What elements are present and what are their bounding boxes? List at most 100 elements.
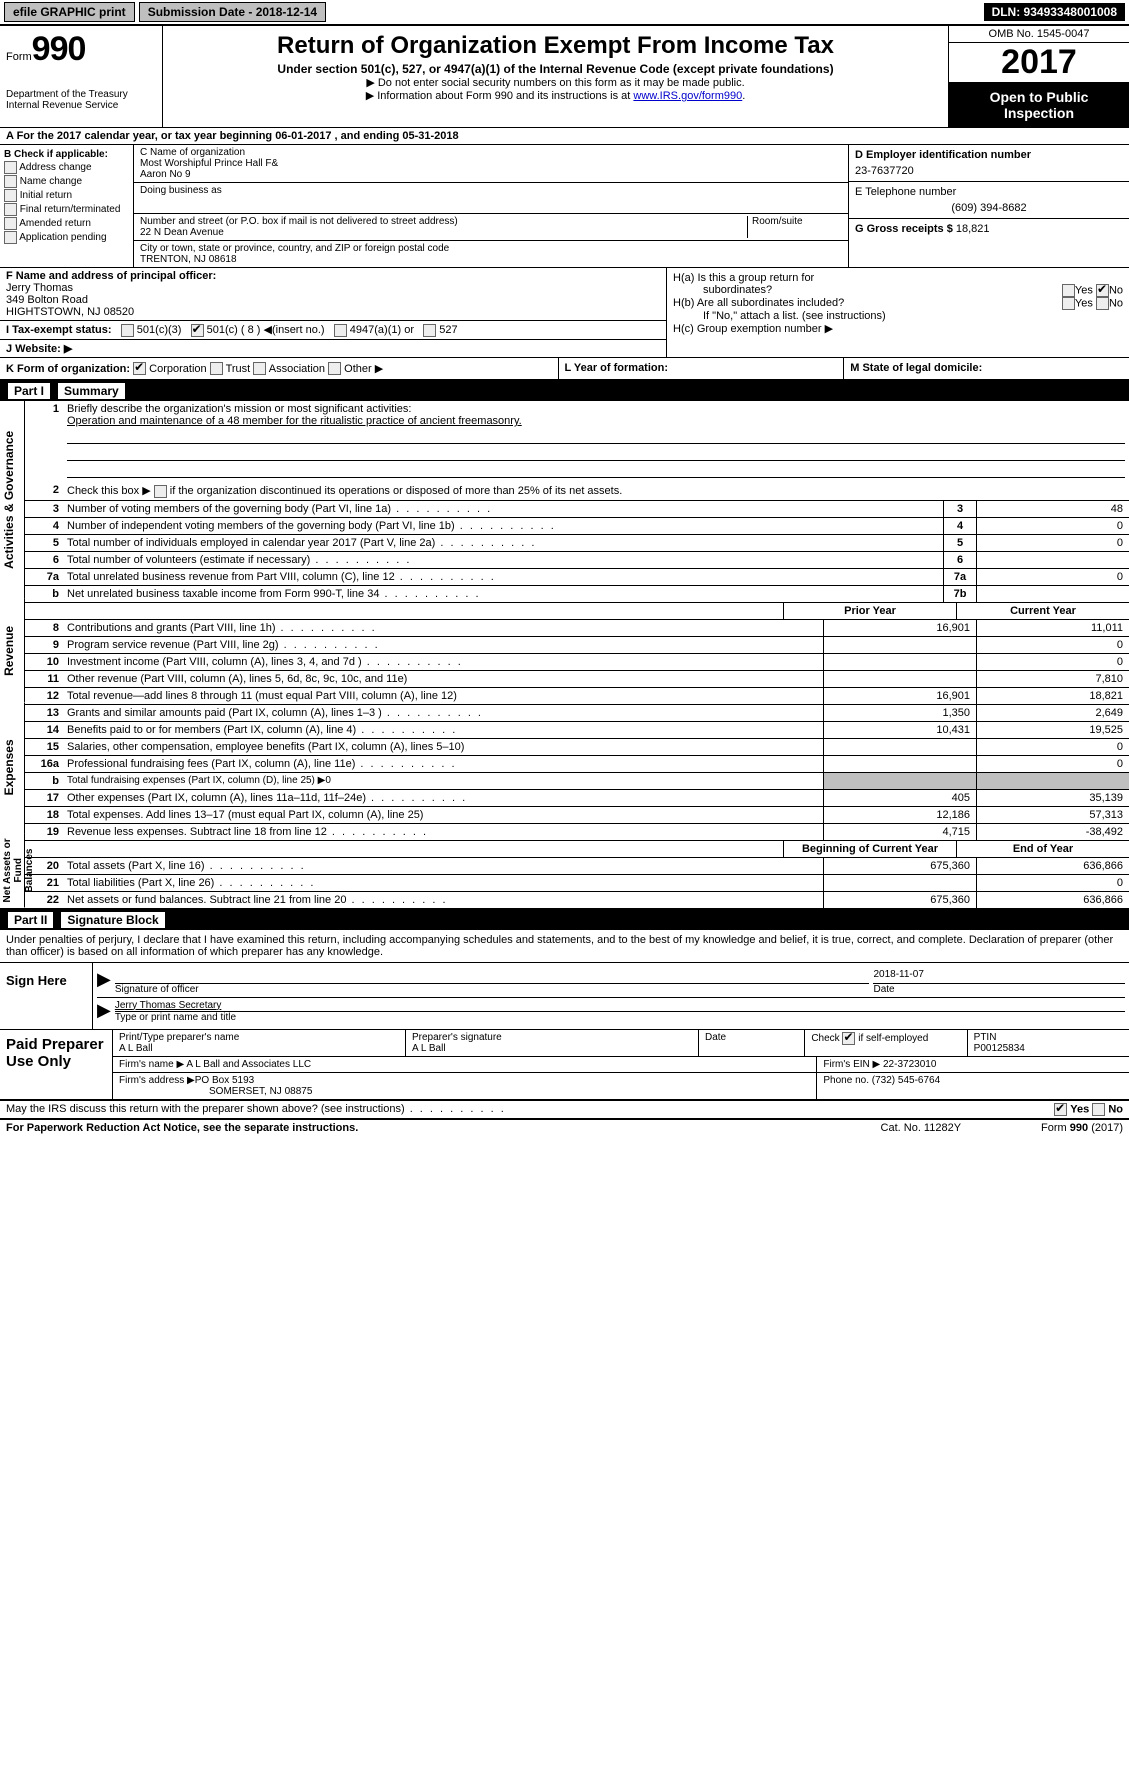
l3-value: 48: [976, 501, 1129, 517]
preparer-sig: A L Ball: [412, 1043, 446, 1054]
l12-label: Total revenue—add lines 8 through 11 (mu…: [63, 688, 823, 704]
city-label: City or town, state or province, country…: [140, 243, 449, 254]
l14-label: Benefits paid to or for members (Part IX…: [63, 722, 823, 738]
m-label: M State of legal domicile:: [850, 362, 982, 374]
eoy-hdr: End of Year: [956, 841, 1129, 857]
l7b-value: [976, 586, 1129, 602]
firm-addr: PO Box 5193: [195, 1075, 254, 1086]
l7b-label: Net unrelated business taxable income fr…: [63, 586, 943, 602]
cb-501c[interactable]: [191, 324, 204, 337]
cb-501c3[interactable]: [121, 324, 134, 337]
submission-date-button[interactable]: Submission Date - 2018-12-14: [139, 2, 326, 22]
cb-other[interactable]: [328, 362, 341, 375]
vlabel-exp: Expenses: [0, 702, 25, 833]
cb-corp[interactable]: [133, 362, 146, 375]
form-note2: ▶ Information about Form 990 and its ins…: [171, 89, 940, 102]
hb-yes[interactable]: [1062, 297, 1075, 310]
part2-header: Part IISignature Block: [0, 910, 1129, 930]
gross-value: 18,821: [956, 223, 990, 235]
k-label: K Form of organization:: [6, 363, 130, 375]
ein-value: 23-7637720: [855, 165, 1123, 177]
open-inspection: Open to PublicInspection: [949, 83, 1129, 127]
preparer-name: A L Ball: [119, 1043, 153, 1054]
discuss-label: May the IRS discuss this return with the…: [6, 1103, 506, 1116]
ha-label: H(a) Is this a group return for: [673, 272, 814, 284]
l5-value: 0: [976, 535, 1129, 551]
cb-name[interactable]: Name change: [4, 175, 129, 188]
l-label: L Year of formation:: [565, 362, 669, 374]
cb-4947[interactable]: [334, 324, 347, 337]
l9-label: Program service revenue (Part VIII, line…: [63, 637, 823, 653]
org-name: Most Worshipful Prince Hall F&: [140, 158, 278, 169]
vlabel-ag: Activities & Governance: [0, 401, 25, 599]
vlabel-rev: Revenue: [0, 599, 25, 702]
officer-name: Jerry Thomas: [6, 282, 73, 294]
cat-no: Cat. No. 11282Y: [881, 1122, 962, 1134]
l22-label: Net assets or fund balances. Subtract li…: [63, 892, 823, 908]
dln-label: DLN: 93493348001008: [984, 3, 1125, 21]
cb-final[interactable]: Final return/terminated: [4, 203, 129, 216]
form-header: Form990 Department of the Treasury Inter…: [0, 26, 1129, 128]
l10-label: Investment income (Part VIII, column (A)…: [63, 654, 823, 670]
l6-label: Total number of volunteers (estimate if …: [63, 552, 943, 568]
vlabel-na: Net Assets or Fund Balances: [0, 833, 25, 907]
l1-value: Operation and maintenance of a 48 member…: [67, 415, 522, 427]
firm-city: SOMERSET, NJ 08875: [119, 1086, 810, 1097]
l18-label: Total expenses. Add lines 13–17 (must eq…: [63, 807, 823, 823]
l20-label: Total assets (Part X, line 16): [63, 858, 823, 874]
form-number: 990: [32, 30, 86, 68]
type-name-label: Type or print name and title: [115, 1012, 236, 1023]
l4-label: Number of independent voting members of …: [63, 518, 943, 534]
officer-name-value: Jerry Thomas Secretary: [115, 1000, 222, 1011]
firm-name: A L Ball and Associates LLC: [186, 1059, 311, 1070]
cb-trust[interactable]: [210, 362, 223, 375]
cb-self-employed[interactable]: [842, 1032, 855, 1045]
l16b-label: Total fundraising expenses (Part IX, col…: [63, 773, 823, 789]
l5-label: Total number of individuals employed in …: [63, 535, 943, 551]
klm-row: K Form of organization: Corporation Trus…: [0, 358, 1129, 382]
ha-yes[interactable]: [1062, 284, 1075, 297]
top-bar: efile GRAPHIC print Submission Date - 20…: [0, 0, 1129, 26]
part1-body: Activities & Governance Revenue Expenses…: [0, 401, 1129, 910]
org-name-label: C Name of organization: [140, 147, 245, 158]
sig-date-label: Date: [873, 984, 894, 995]
cb-assoc[interactable]: [253, 362, 266, 375]
discuss-yes[interactable]: [1054, 1103, 1067, 1116]
entity-block: B Check if applicable: Address change Na…: [0, 145, 1129, 268]
cb-discontinued[interactable]: [154, 485, 167, 498]
cb-initial[interactable]: Initial return: [4, 189, 129, 202]
section-a: A For the 2017 calendar year, or tax yea…: [0, 128, 1129, 145]
irs-label: Internal Revenue Service: [6, 100, 156, 111]
paid-preparer-block: Paid Preparer Use Only Print/Type prepar…: [0, 1030, 1129, 1101]
org-name2: Aaron No 9: [140, 169, 191, 180]
sig-date-value: 2018-11-07: [873, 969, 1125, 984]
org-city: TRENTON, NJ 08618: [140, 254, 237, 265]
ha-no[interactable]: [1096, 284, 1109, 297]
l11-label: Other revenue (Part VIII, column (A), li…: [63, 671, 823, 687]
efile-print-button[interactable]: efile GRAPHIC print: [4, 2, 135, 22]
addr-label: Number and street (or P.O. box if mail i…: [140, 216, 458, 227]
prior-year-hdr: Prior Year: [783, 603, 956, 619]
ein-label: D Employer identification number: [855, 149, 1031, 161]
l7a-value: 0: [976, 569, 1129, 585]
officer-addr: 349 Bolton Road: [6, 294, 88, 306]
form-footer: Form 990 (2017): [1041, 1122, 1123, 1134]
part1-header: Part ISummary: [0, 381, 1129, 401]
l16a-label: Professional fundraising fees (Part IX, …: [63, 756, 823, 772]
officer-city: HIGHTSTOWN, NJ 08520: [6, 306, 134, 318]
hc-label: H(c) Group exemption number ▶: [673, 322, 1123, 335]
website-label: J Website: ▶: [6, 343, 72, 355]
l4-value: 0: [976, 518, 1129, 534]
cb-address[interactable]: Address change: [4, 161, 129, 174]
hb-note: If "No," attach a list. (see instruction…: [673, 310, 1123, 322]
hb-no[interactable]: [1096, 297, 1109, 310]
current-year-hdr: Current Year: [956, 603, 1129, 619]
cb-527[interactable]: [423, 324, 436, 337]
cb-pending[interactable]: Application pending: [4, 231, 129, 244]
form990-link[interactable]: www.IRS.gov/form990: [633, 90, 742, 102]
l6-value: [976, 552, 1129, 568]
sign-here-label: Sign Here: [0, 963, 93, 1029]
gross-label: G Gross receipts $: [855, 223, 953, 235]
discuss-no[interactable]: [1092, 1103, 1105, 1116]
cb-amended[interactable]: Amended return: [4, 217, 129, 230]
